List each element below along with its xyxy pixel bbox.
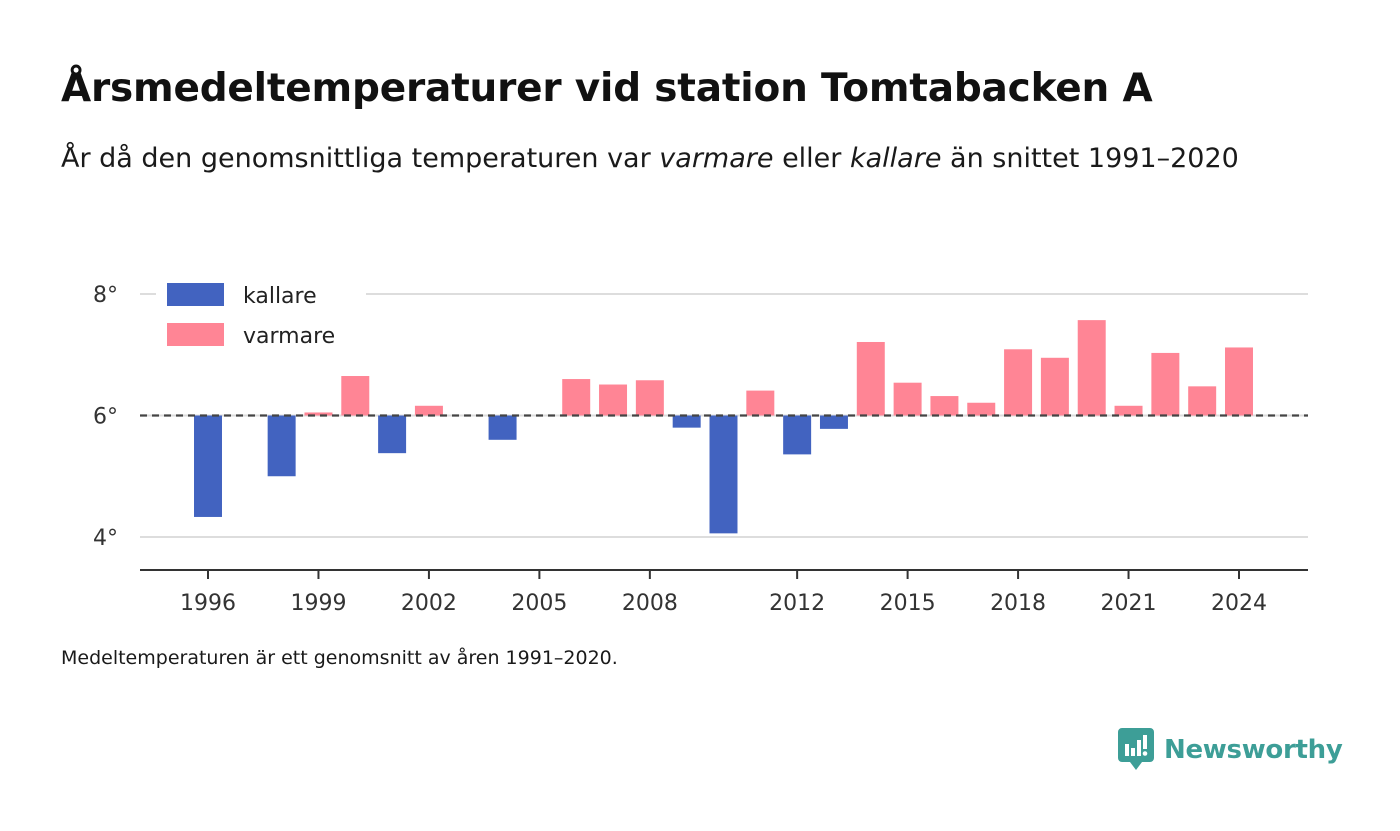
bar-2023 [1188, 386, 1217, 416]
chart-subtitle: År då den genomsnittliga temperaturen va… [61, 137, 1291, 180]
legend-label-varmare: varmare [243, 324, 335, 349]
bar-2002 [414, 405, 443, 416]
y-tick-label-4: 4° [93, 526, 118, 551]
bar-2001 [378, 415, 407, 454]
bar-2007 [599, 384, 628, 416]
x-tick-label-2005: 2005 [511, 591, 567, 616]
newsworthy-logo-icon [1118, 728, 1154, 770]
brand-name: Newsworthy [1164, 735, 1343, 765]
y-tick-label-8: 8° [93, 283, 118, 308]
bar-2011 [746, 390, 775, 416]
bar-2024 [1225, 347, 1253, 416]
subtitle-lead: År då den genomsnittliga temperaturen va… [61, 143, 660, 174]
chart-title: Årsmedeltemperaturer vid station Tomtaba… [61, 66, 1153, 111]
bar-2021 [1114, 405, 1143, 416]
x-axis: 1996 1999 2002 2005 2008 2012 2015 2018 2021 2024 [140, 569, 1308, 616]
x-tick-label-2021: 2021 [1101, 591, 1157, 616]
x-tick-label-2018: 2018 [990, 591, 1046, 616]
y-tick-label-6: 6° [93, 405, 118, 430]
legend-swatch-kallare [167, 283, 224, 306]
subtitle-cold-word: kallare [849, 143, 942, 174]
bar-2019 [1040, 357, 1069, 416]
bar-2022 [1151, 352, 1180, 416]
x-tick-label-2008: 2008 [622, 591, 678, 616]
bar-2000 [341, 376, 370, 416]
bar-2016 [930, 396, 959, 416]
bar-1996 [194, 415, 222, 517]
bar-chart: 1996 1999 2002 2005 2008 2012 2015 2018 2021 2024… [93, 280, 1308, 616]
subtitle-mid: eller [773, 143, 850, 174]
bar-2017 [967, 402, 996, 416]
bar-2014 [856, 341, 885, 416]
bar-1999 [304, 412, 333, 416]
x-tick-label-2002: 2002 [401, 591, 457, 616]
x-tick-label-2015: 2015 [880, 591, 936, 616]
bars [194, 320, 1253, 534]
subtitle-warm-word: varmare [659, 143, 774, 174]
subtitle-tail: än snittet 1991–2020 [941, 143, 1239, 174]
x-tick-label-2012: 2012 [769, 591, 825, 616]
legend-swatch-varmare [167, 323, 224, 346]
bar-2004 [488, 415, 517, 440]
bar-2010 [709, 415, 738, 534]
x-tick-label-1999: 1999 [290, 591, 346, 616]
bar-1998 [267, 415, 296, 477]
x-tick-label-2024: 2024 [1211, 591, 1267, 616]
bar-2006 [562, 379, 591, 416]
bar-2009 [672, 415, 701, 428]
brand[interactable]: Newsworthy [1118, 728, 1343, 772]
bar-2012 [783, 415, 812, 455]
bar-2020 [1077, 320, 1106, 416]
footnote: Medeltemperaturen är ett genomsnitt av å… [61, 647, 618, 669]
legend: kallare varmare [156, 280, 366, 360]
bar-2015 [893, 382, 922, 416]
x-tick-label-1996: 1996 [180, 591, 236, 616]
bar-2013 [819, 415, 848, 429]
legend-label-kallare: kallare [243, 284, 317, 309]
bar-2018 [1004, 349, 1033, 416]
bar-2008 [635, 380, 664, 416]
y-axis-labels: 4° 6° 8° [93, 283, 118, 551]
